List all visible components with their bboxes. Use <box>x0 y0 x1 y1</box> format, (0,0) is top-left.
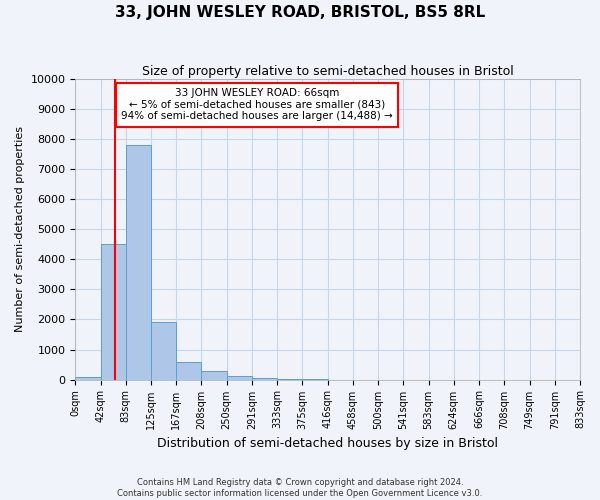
Text: 33, JOHN WESLEY ROAD, BRISTOL, BS5 8RL: 33, JOHN WESLEY ROAD, BRISTOL, BS5 8RL <box>115 5 485 20</box>
Title: Size of property relative to semi-detached houses in Bristol: Size of property relative to semi-detach… <box>142 65 514 78</box>
Bar <box>75 376 101 380</box>
X-axis label: Distribution of semi-detached houses by size in Bristol: Distribution of semi-detached houses by … <box>157 437 498 450</box>
Text: Contains HM Land Registry data © Crown copyright and database right 2024.
Contai: Contains HM Land Registry data © Crown c… <box>118 478 482 498</box>
Bar <box>126 146 151 380</box>
Bar <box>202 371 227 380</box>
Bar <box>151 322 176 380</box>
Bar <box>101 244 126 380</box>
Text: 33 JOHN WESLEY ROAD: 66sqm
← 5% of semi-detached houses are smaller (843)
94% of: 33 JOHN WESLEY ROAD: 66sqm ← 5% of semi-… <box>121 88 393 122</box>
Bar <box>277 379 302 380</box>
Y-axis label: Number of semi-detached properties: Number of semi-detached properties <box>15 126 25 332</box>
Bar <box>227 376 252 380</box>
Bar <box>176 362 202 380</box>
Bar <box>252 378 277 380</box>
